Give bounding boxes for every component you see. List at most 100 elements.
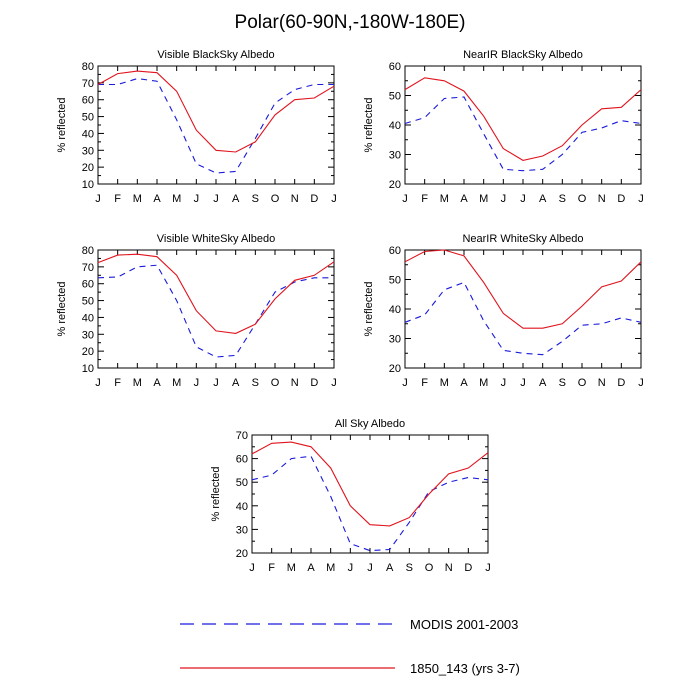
x-tick-label: M [479,193,488,205]
x-tick-label: A [539,193,547,205]
plot-frame [404,65,642,185]
x-tick-label: D [464,562,472,574]
series-line-modis [98,78,334,174]
y-tick-label: 20 [82,346,94,358]
y-tick-label: 70 [82,78,94,90]
x-tick-label: J [367,562,373,574]
series-line-model [97,253,335,334]
x-tick-label: M [172,377,181,389]
y-tick-label: 60 [236,454,248,466]
panel-title: NearIR BlackSky Albedo [463,49,583,61]
x-tick-label: J [95,377,101,389]
x-tick-label: O [271,377,280,389]
x-tick-label: J [348,562,354,574]
y-tick-label: 20 [389,363,401,375]
y-tick-label: 30 [389,150,401,162]
x-tick-label: N [598,377,606,389]
y-tick-label: 50 [389,91,401,103]
x-tick-label: D [617,377,625,389]
x-tick-label: N [291,377,299,389]
x-tick-label: M [133,377,142,389]
series-line-model [251,441,489,527]
series-line-model [404,77,642,161]
x-tick-label: N [291,193,299,205]
x-tick-label: M [326,562,335,574]
x-tick-label: J [402,377,408,389]
x-tick-label: J [520,377,526,389]
plot-frame [97,249,335,369]
y-axis-label: % reflected [363,97,375,152]
y-tick-label: 60 [389,245,401,257]
y-tick-label: 40 [82,312,94,324]
y-tick-label: 70 [82,262,94,274]
series-line-modis [404,96,642,172]
x-tick-label: D [310,377,318,389]
x-tick-label: A [460,377,468,389]
y-tick-label: 80 [82,245,94,257]
y-tick-label: 80 [82,61,94,73]
y-tick-label: 20 [82,162,94,174]
series-line-modis [404,281,642,356]
x-tick-label: M [440,193,449,205]
x-tick-label: J [638,193,644,205]
x-tick-label: M [172,193,181,205]
x-tick-label: A [153,377,161,389]
x-tick-label: M [133,193,142,205]
x-tick-label: N [598,193,606,205]
x-tick-label: M [440,377,449,389]
x-tick-label: J [638,377,644,389]
x-tick-label: S [406,562,413,574]
y-tick-label: 60 [389,61,401,73]
x-tick-label: S [252,193,259,205]
y-tick-label: 40 [389,120,401,132]
x-tick-label: J [501,193,507,205]
x-tick-label: A [153,193,161,205]
y-tick-label: 10 [82,363,94,375]
x-tick-label: J [331,377,337,389]
x-tick-label: S [252,377,259,389]
y-tick-label: 20 [389,179,401,191]
y-axis-label: % reflected [363,281,375,336]
y-tick-label: 40 [82,128,94,140]
x-tick-label: N [445,562,453,574]
x-tick-label: D [617,193,625,205]
y-tick-label: 50 [389,275,401,287]
y-tick-label: 30 [82,145,94,157]
plot-frame [97,65,335,185]
y-tick-label: 60 [82,279,94,291]
x-tick-label: J [520,193,526,205]
y-tick-label: 20 [236,548,248,560]
plot-frame [404,249,642,369]
x-tick-label: S [559,193,566,205]
x-tick-label: F [421,377,428,389]
x-tick-label: J [213,193,219,205]
x-tick-label: O [578,193,587,205]
x-tick-label: O [271,193,280,205]
x-tick-label: A [386,562,394,574]
series-line-model [97,70,335,153]
x-tick-label: F [114,377,121,389]
y-tick-label: 50 [236,477,248,489]
x-tick-label: J [194,377,200,389]
x-tick-label: F [421,193,428,205]
x-tick-label: M [479,377,488,389]
panel-title: NearIR WhiteSky Albedo [462,233,583,245]
y-tick-label: 50 [82,296,94,308]
figure-title: Polar(60-90N,-180W-180E) [234,12,466,33]
y-axis-label: % reflected [210,466,222,521]
x-tick-label: A [539,377,547,389]
y-tick-label: 10 [82,179,94,191]
y-tick-label: 40 [236,501,248,513]
y-tick-label: 50 [82,112,94,124]
x-tick-label: S [559,377,566,389]
x-tick-label: D [310,193,318,205]
x-tick-label: O [425,562,434,574]
series-line-modis [97,264,334,358]
legend-modis-label: MODIS 2001-2003 [410,617,518,632]
